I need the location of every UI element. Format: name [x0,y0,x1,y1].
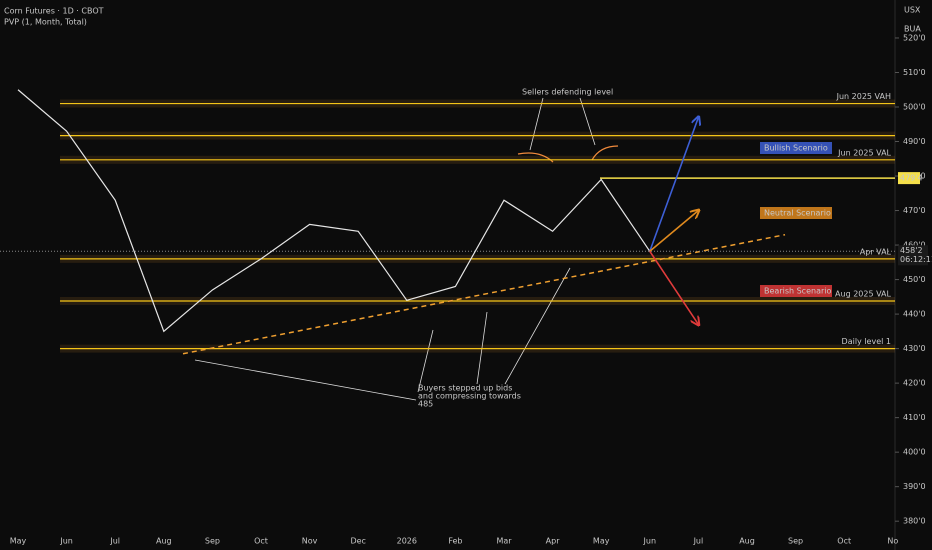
chart-title: Corn Futures · 1D · CBOT [4,7,104,16]
y-tick-label: 490'0 [903,137,926,146]
y-tick-label: 500'0 [903,103,926,112]
y-tick-label: 510'0 [903,68,926,77]
y-tick-label: 520'0 [903,33,926,42]
level-label: Jun 2025 VAH [836,92,891,101]
countdown: 06:12:11 [900,255,932,264]
indicator-label: PVP (1, Month, Total) [4,18,87,27]
y-tick-label: 380'0 [903,517,926,526]
price-tag [898,245,928,266]
annotation-pointer [529,97,596,151]
legend-box [760,285,832,297]
scenario-path [649,211,699,252]
legend-label: Bearish Scenario [764,287,831,296]
x-tick-label: May [10,537,27,546]
scenario-path [649,117,699,252]
x-tick-label: Apr [546,537,561,546]
y-tick-label: 410'0 [903,413,926,422]
price-tag [898,172,920,185]
y-tick-label: 430'0 [903,344,926,353]
level-label: Apr VAL [860,247,892,256]
annotation: 485 [418,400,433,409]
x-tick-label: Oct [837,537,851,546]
y-tick-label: 440'0 [903,310,926,319]
price-tag-label: 479'4 [900,174,923,183]
x-tick-label: No [887,537,898,546]
legend-label: Neutral Scenario [764,209,831,218]
x-tick-label: Sep [788,537,803,546]
price-tag-label: 458'2 [900,246,923,255]
annotation: Sellers defending level [522,88,613,97]
y-tick-label: 390'0 [903,482,926,491]
x-tick-label: Jun [59,537,73,546]
scenario-path [649,250,699,324]
x-tick-label: Aug [739,537,755,546]
legend-box [760,142,832,154]
x-tick-label: Oct [254,537,268,546]
x-tick-label: May [593,537,610,546]
currency: USX [904,6,921,15]
unit: BUA [904,25,921,34]
x-tick-label: Nov [302,537,318,546]
level-label: Aug 2025 VAL [835,289,892,298]
x-tick-label: Jul [693,537,704,546]
x-tick-label: Jul [109,537,120,546]
y-tick-label: 420'0 [903,379,926,388]
x-tick-label: Aug [156,537,172,546]
x-tick-label: Sep [205,537,220,546]
y-tick-label: 450'0 [903,275,926,284]
level-label: Jun 2025 VAL [837,148,891,157]
annotation-pointer [194,267,571,401]
y-tick-label: 470'0 [903,206,926,215]
x-tick-label: Dec [350,537,365,546]
level-label: Daily level 1 [842,337,891,346]
x-tick-label: Jun [643,537,657,546]
y-tick-label: 460'0 [903,241,926,250]
x-tick-label: 2026 [397,537,417,546]
legend-box [760,207,832,219]
price-line [17,89,651,333]
annotation: Buyers stepped up bids [418,384,512,393]
y-tick-label: 400'0 [903,448,926,457]
x-tick-label: Mar [496,537,512,546]
annotation: and compressing towards [418,392,521,401]
x-tick-label: Feb [448,537,462,546]
legend-label: Bullish Scenario [764,144,828,153]
trendline [182,233,786,355]
